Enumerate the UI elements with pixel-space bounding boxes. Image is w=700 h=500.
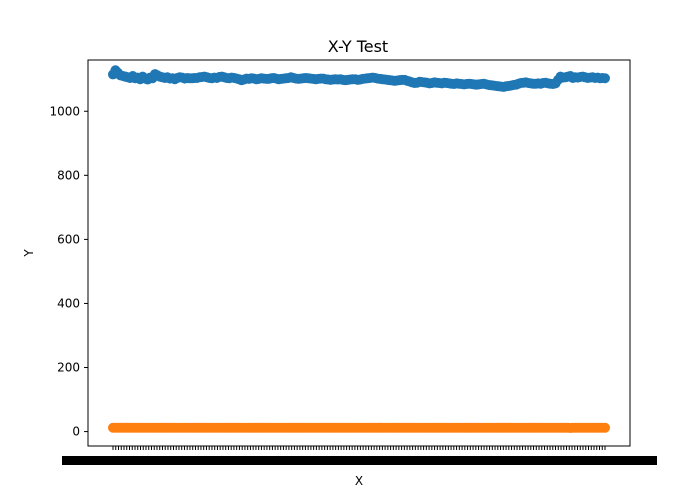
y-tick-label: 600: [57, 232, 80, 246]
y-axis-label: Y: [22, 249, 36, 258]
x-tick-labels-overlap: [62, 456, 657, 465]
y-tick-label: 200: [57, 361, 80, 375]
y-axis: 0 200 400 600 800 1000: [49, 104, 88, 439]
data-point: [600, 73, 610, 84]
data-point: [600, 422, 610, 433]
x-axis-label: X: [355, 474, 363, 488]
y-tick-label: 0: [72, 425, 80, 439]
chart-title: X-Y Test: [328, 37, 388, 56]
x-axis: [62, 446, 657, 465]
y-tick-label: 800: [57, 168, 80, 182]
series-blue: [108, 65, 610, 92]
plot-frame: [87, 59, 631, 447]
y-tick-label: 400: [57, 296, 80, 310]
y-tick-label: 1000: [49, 104, 80, 118]
series-orange: [108, 422, 610, 434]
